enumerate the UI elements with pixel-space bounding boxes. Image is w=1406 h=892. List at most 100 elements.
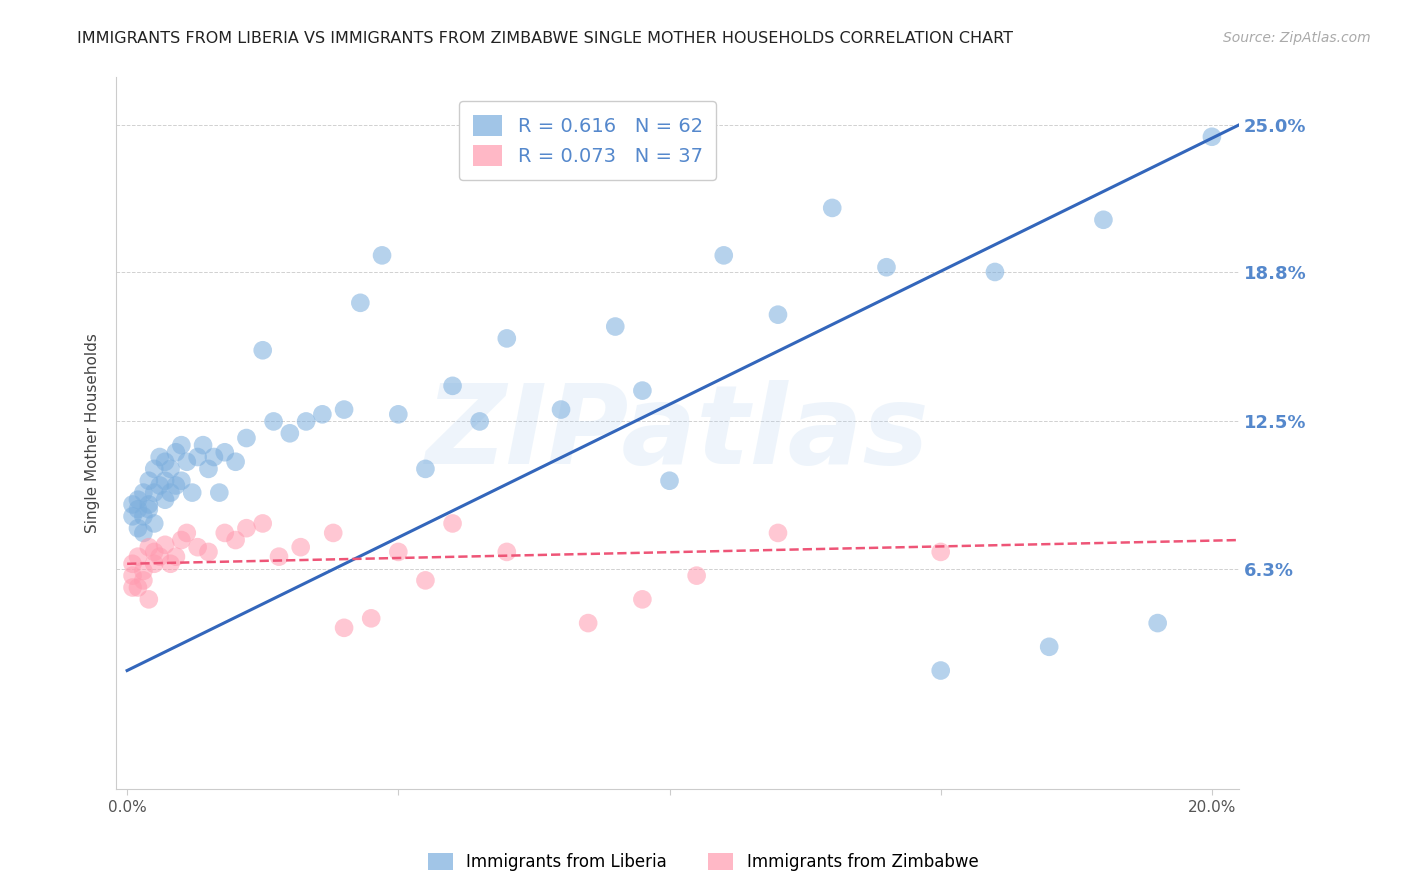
- Point: [138, 592, 160, 607]
- Point: [153, 492, 176, 507]
- Point: [495, 545, 517, 559]
- Y-axis label: Single Mother Households: Single Mother Households: [86, 334, 100, 533]
- Point: [127, 502, 149, 516]
- Point: [127, 521, 149, 535]
- Point: [127, 549, 149, 564]
- Point: [132, 485, 155, 500]
- Point: [605, 319, 627, 334]
- Point: [415, 462, 437, 476]
- Point: [197, 545, 219, 559]
- Point: [387, 407, 409, 421]
- Point: [138, 540, 160, 554]
- Point: [441, 379, 464, 393]
- Point: [170, 533, 193, 547]
- Point: [550, 402, 572, 417]
- Point: [181, 485, 204, 500]
- Point: [121, 498, 143, 512]
- Point: [121, 509, 143, 524]
- Point: [576, 616, 599, 631]
- Point: [875, 260, 897, 275]
- Point: [252, 516, 274, 531]
- Point: [149, 549, 172, 564]
- Point: [929, 664, 952, 678]
- Point: [631, 384, 654, 398]
- Point: [176, 525, 198, 540]
- Point: [153, 538, 176, 552]
- Point: [468, 414, 491, 428]
- Point: [821, 201, 844, 215]
- Point: [165, 445, 187, 459]
- Point: [766, 525, 789, 540]
- Point: [149, 450, 172, 464]
- Point: [170, 474, 193, 488]
- Point: [214, 445, 236, 459]
- Point: [1146, 616, 1168, 631]
- Point: [263, 414, 285, 428]
- Point: [333, 621, 356, 635]
- Point: [138, 502, 160, 516]
- Point: [132, 509, 155, 524]
- Point: [1201, 129, 1223, 144]
- Point: [214, 525, 236, 540]
- Point: [415, 574, 437, 588]
- Point: [235, 521, 257, 535]
- Point: [658, 474, 681, 488]
- Point: [121, 568, 143, 582]
- Point: [170, 438, 193, 452]
- Point: [295, 414, 318, 428]
- Point: [631, 592, 654, 607]
- Point: [143, 485, 166, 500]
- Point: [191, 438, 214, 452]
- Point: [290, 540, 312, 554]
- Point: [495, 331, 517, 345]
- Point: [165, 478, 187, 492]
- Point: [127, 492, 149, 507]
- Point: [153, 474, 176, 488]
- Point: [311, 407, 333, 421]
- Point: [278, 426, 301, 441]
- Point: [713, 248, 735, 262]
- Legend: R = 0.616   N = 62, R = 0.073   N = 37: R = 0.616 N = 62, R = 0.073 N = 37: [460, 102, 717, 180]
- Point: [267, 549, 290, 564]
- Point: [138, 474, 160, 488]
- Point: [1092, 212, 1115, 227]
- Point: [322, 525, 344, 540]
- Point: [225, 455, 247, 469]
- Point: [197, 462, 219, 476]
- Point: [132, 525, 155, 540]
- Point: [132, 574, 155, 588]
- Point: [149, 478, 172, 492]
- Point: [153, 455, 176, 469]
- Point: [143, 462, 166, 476]
- Point: [225, 533, 247, 547]
- Point: [1038, 640, 1060, 654]
- Point: [143, 557, 166, 571]
- Point: [121, 557, 143, 571]
- Point: [349, 295, 371, 310]
- Point: [208, 485, 231, 500]
- Point: [159, 557, 181, 571]
- Point: [143, 545, 166, 559]
- Point: [371, 248, 394, 262]
- Point: [235, 431, 257, 445]
- Point: [176, 455, 198, 469]
- Point: [121, 581, 143, 595]
- Point: [360, 611, 382, 625]
- Point: [387, 545, 409, 559]
- Text: ZIPatlas: ZIPatlas: [426, 380, 929, 487]
- Point: [685, 568, 707, 582]
- Point: [159, 485, 181, 500]
- Point: [143, 516, 166, 531]
- Point: [333, 402, 356, 417]
- Point: [202, 450, 225, 464]
- Point: [187, 540, 209, 554]
- Point: [984, 265, 1007, 279]
- Point: [929, 545, 952, 559]
- Point: [127, 581, 149, 595]
- Point: [252, 343, 274, 358]
- Point: [138, 498, 160, 512]
- Point: [165, 549, 187, 564]
- Point: [441, 516, 464, 531]
- Point: [159, 462, 181, 476]
- Legend: Immigrants from Liberia, Immigrants from Zimbabwe: Immigrants from Liberia, Immigrants from…: [419, 845, 987, 880]
